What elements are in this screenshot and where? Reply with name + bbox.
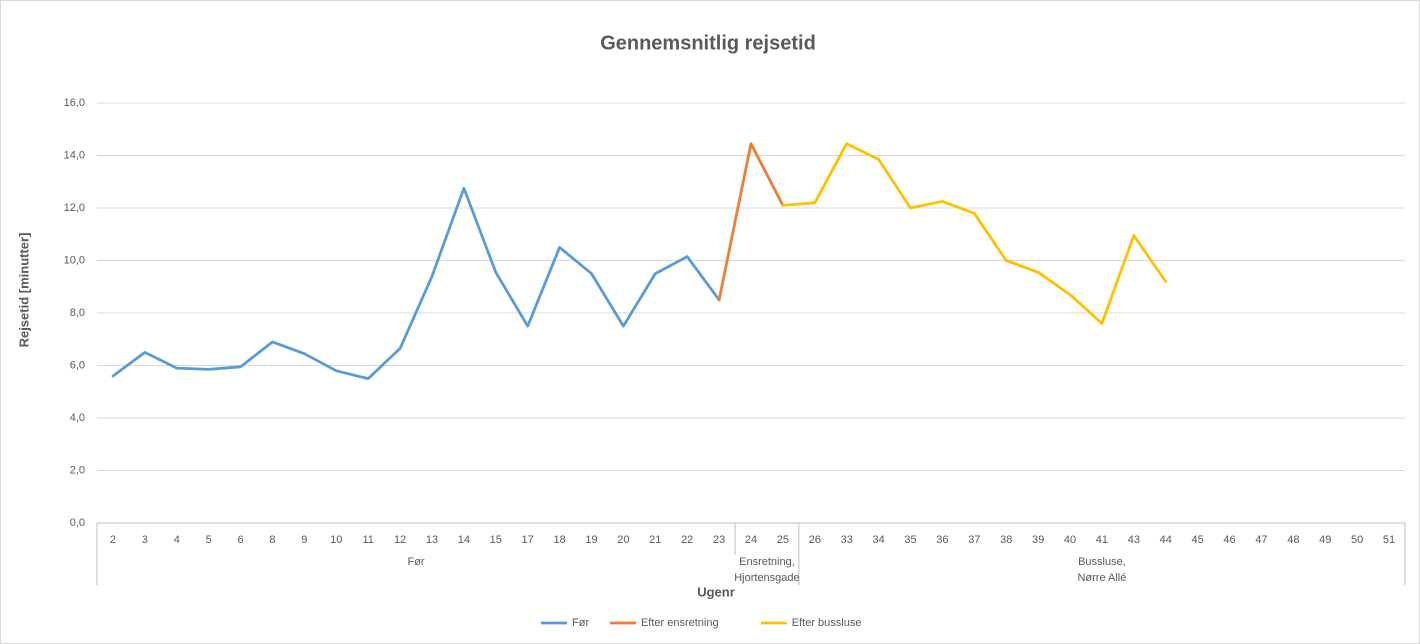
x-tick-label: 39 xyxy=(1032,534,1044,546)
x-tick-label: 10 xyxy=(330,534,342,546)
x-tick-label: 48 xyxy=(1287,534,1299,546)
x-tick-label: 46 xyxy=(1223,534,1235,546)
chart-title: Gennemsnitlig rejsetid xyxy=(600,32,816,54)
x-tick-label: 11 xyxy=(362,534,373,546)
x-tick-label: 13 xyxy=(426,534,438,546)
group-label: Nørre Allé xyxy=(1077,572,1126,584)
y-tick-label: 14,0 xyxy=(64,149,85,161)
x-tick-label: 49 xyxy=(1319,534,1331,546)
x-tick-label: 6 xyxy=(237,534,243,546)
x-tick-label: 43 xyxy=(1128,534,1140,546)
x-tick-label: 41 xyxy=(1096,534,1108,546)
x-tick-label: 40 xyxy=(1064,534,1076,546)
x-tick-label: 24 xyxy=(745,534,757,546)
y-tick-label: 2,0 xyxy=(70,464,85,476)
legend-label: Efter ensretning xyxy=(641,617,719,629)
x-tick-label: 22 xyxy=(681,534,693,546)
x-tick-label: 4 xyxy=(174,534,180,546)
x-tick-label: 25 xyxy=(777,534,789,546)
series-line xyxy=(781,142,1168,325)
x-tick-label: 38 xyxy=(1000,534,1012,546)
x-tick-label: 50 xyxy=(1351,534,1363,546)
group-label: Bussluse, xyxy=(1078,556,1126,568)
x-axis-title: Ugenr xyxy=(697,584,735,599)
x-tick-label: 12 xyxy=(394,534,406,546)
x-tick-label: 8 xyxy=(269,534,275,546)
x-tick-label: 34 xyxy=(872,534,884,546)
legend-label: Før xyxy=(572,617,589,629)
x-tick-label: 23 xyxy=(713,534,725,546)
x-tick-label: 37 xyxy=(968,534,980,546)
y-tick-label: 8,0 xyxy=(70,307,85,319)
x-tick-label: 5 xyxy=(206,534,212,546)
group-label: Ensretning, xyxy=(739,556,795,568)
x-tick-label: 18 xyxy=(553,534,565,546)
series-line xyxy=(717,142,785,302)
x-tick-label: 21 xyxy=(649,534,661,546)
y-tick-label: 10,0 xyxy=(64,254,85,266)
x-tick-label: 20 xyxy=(617,534,629,546)
x-tick-label: 14 xyxy=(458,534,470,546)
group-label: Før xyxy=(407,556,424,568)
y-tick-label: 0,0 xyxy=(70,517,85,529)
y-tick-label: 6,0 xyxy=(70,359,85,371)
x-tick-label: 33 xyxy=(841,534,853,546)
x-tick-label: 9 xyxy=(301,534,307,546)
x-tick-label: 51 xyxy=(1383,534,1395,546)
legend-label: Efter bussluse xyxy=(792,617,862,629)
group-label: Hjortensgade xyxy=(734,572,799,584)
x-tick-label: 26 xyxy=(809,534,821,546)
x-tick-label: 36 xyxy=(936,534,948,546)
y-tick-label: 4,0 xyxy=(70,412,85,424)
series-line xyxy=(111,186,721,380)
y-tick-label: 16,0 xyxy=(64,97,85,109)
y-tick-label: 12,0 xyxy=(64,202,85,214)
y-axis-title: Rejsetid [minutter] xyxy=(16,233,31,348)
x-tick-label: 44 xyxy=(1160,534,1172,546)
x-tick-label: 35 xyxy=(904,534,916,546)
x-tick-label: 15 xyxy=(490,534,502,546)
x-tick-label: 2 xyxy=(110,534,116,546)
x-tick-label: 19 xyxy=(585,534,597,546)
x-tick-label: 17 xyxy=(522,534,534,546)
x-tick-label: 3 xyxy=(142,534,148,546)
x-tick-label: 47 xyxy=(1255,534,1267,546)
x-tick-label: 45 xyxy=(1192,534,1204,546)
